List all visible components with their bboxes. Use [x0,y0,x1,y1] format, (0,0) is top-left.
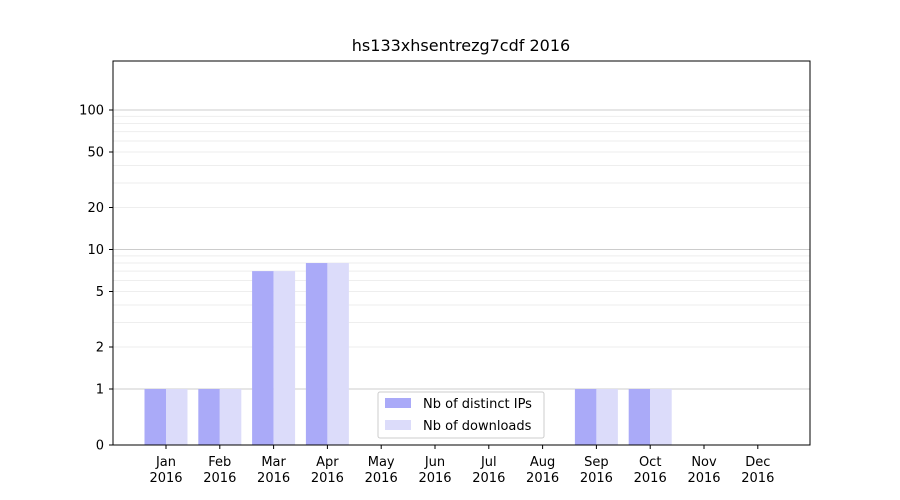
x-tick-label-month: Dec [745,455,770,470]
x-tick-label-month: Sep [584,455,609,470]
x-axis: Jan2016Feb2016Mar2016Apr2016May2016Jun20… [149,445,774,486]
x-tick-label-month: Aug [530,455,555,470]
bars [144,263,672,445]
x-tick-label-year: 2016 [311,471,344,486]
x-tick-label-year: 2016 [203,471,236,486]
legend: Nb of distinct IPs Nb of downloads [377,391,545,439]
bar-distinct-ips [574,389,597,445]
y-tick-label: 100 [79,104,104,119]
x-tick-label-year: 2016 [580,471,613,486]
bar-downloads [166,389,188,445]
x-tick-label-month: Oct [639,455,661,470]
legend-label-downloads: Nb of downloads [423,419,532,434]
y-tick-label: 10 [87,243,104,258]
bar-downloads [327,263,349,445]
legend-label-distinct-ips: Nb of distinct IPs [423,397,532,412]
x-tick-label-month: Mar [261,455,286,470]
bar-downloads [273,271,296,445]
x-tick-label-year: 2016 [687,471,720,486]
y-tick-label: 2 [96,341,104,356]
legend-swatch-downloads [385,420,411,430]
x-tick-label-month: May [368,455,395,470]
x-tick-label-month: Jan [155,455,176,470]
y-tick-label: 1 [96,383,104,398]
bar-downloads [650,389,672,445]
x-tick-label-month: Apr [316,455,339,470]
x-tick-label-year: 2016 [418,471,451,486]
grid [113,109,810,390]
legend-swatch-distinct-ips [385,398,411,408]
x-tick-label-month: Nov [691,455,717,470]
x-tick-label-year: 2016 [526,471,559,486]
chart-title: hs133xhsentrezg7cdf 2016 [352,36,570,55]
x-tick-label-year: 2016 [472,471,505,486]
x-tick-label-year: 2016 [149,471,182,486]
x-tick-label-month: Feb [208,455,231,470]
y-tick-label: 50 [87,145,104,160]
x-tick-label-year: 2016 [257,471,290,486]
bar-downloads [219,389,242,445]
bar-downloads [596,389,618,445]
bar-distinct-ips [144,389,166,445]
y-tick-label: 20 [87,201,104,216]
bar-distinct-ips [252,271,274,445]
x-tick-label-year: 2016 [634,471,667,486]
x-tick-label-month: Jun [424,455,445,470]
bar-distinct-ips [198,389,220,445]
plot-frame [112,60,811,446]
bar-distinct-ips [305,263,328,445]
y-tick-label: 0 [96,439,104,454]
y-axis: 0 1 2 5 10 20 50 100 [79,104,113,454]
x-tick-label-year: 2016 [741,471,774,486]
y-tick-label: 5 [96,285,104,300]
legend-box [377,391,545,439]
x-tick-label-year: 2016 [365,471,398,486]
bar-distinct-ips [628,389,651,445]
x-tick-label-month: Jul [480,455,497,470]
